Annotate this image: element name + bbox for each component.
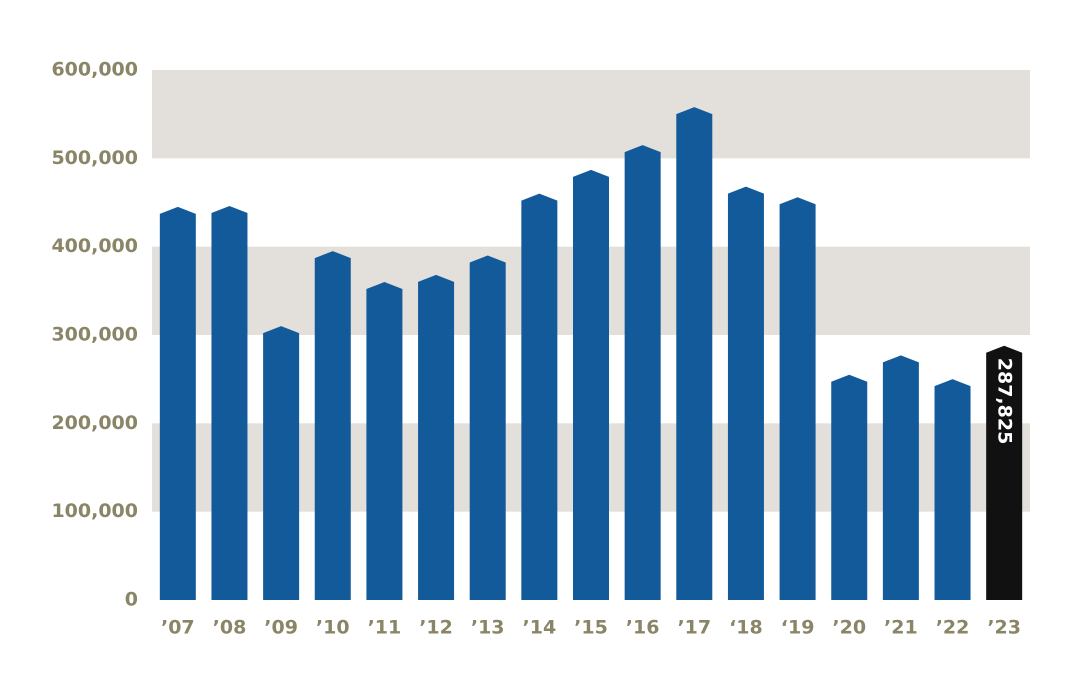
x-tick-label: ’17 <box>677 617 711 639</box>
bar <box>831 374 868 600</box>
bar <box>418 274 455 600</box>
bar <box>882 355 919 600</box>
x-tick-label: ’13 <box>471 617 505 639</box>
x-tick-label: ’12 <box>419 617 453 639</box>
x-tick-label: ’15 <box>574 617 608 639</box>
grid-band <box>152 70 1030 159</box>
bar <box>676 107 713 600</box>
y-tick-label: 100,000 <box>51 500 138 522</box>
x-tick-label: ’22 <box>936 617 970 639</box>
y-tick-label: 200,000 <box>51 412 138 434</box>
x-tick-label: ’14 <box>523 617 557 639</box>
y-tick-label: 300,000 <box>51 324 138 346</box>
bar <box>727 186 764 600</box>
bar <box>779 197 816 600</box>
bar <box>314 251 351 601</box>
y-tick-label: 600,000 <box>51 59 138 81</box>
y-tick-label: 500,000 <box>51 147 138 169</box>
x-tick-label: ’09 <box>264 617 298 639</box>
y-tick-label: 400,000 <box>51 235 138 257</box>
bar <box>366 282 403 600</box>
x-tick-label: ’08 <box>213 617 247 639</box>
x-tick-label: ’20 <box>832 617 866 639</box>
bar <box>211 206 248 601</box>
bar <box>624 145 661 601</box>
y-tick-label: 0 <box>125 589 138 611</box>
x-tick-label: ‘19 <box>781 617 815 639</box>
bar <box>986 345 1023 600</box>
bar <box>573 169 609 601</box>
x-tick-label: ’11 <box>368 617 402 639</box>
x-tick-label: ’07 <box>161 617 195 639</box>
x-tick-label: ’16 <box>626 617 660 639</box>
bar <box>159 206 196 600</box>
x-tick-label: ’23 <box>987 617 1021 639</box>
bar <box>263 326 300 600</box>
bar <box>469 255 506 600</box>
x-tick-label: ‘18 <box>729 617 763 639</box>
value-label: 287,825 <box>994 358 1016 445</box>
x-tick-label: ’10 <box>316 617 350 639</box>
bar <box>521 193 558 600</box>
bar <box>934 379 971 600</box>
x-tick-label: ’21 <box>884 617 918 639</box>
